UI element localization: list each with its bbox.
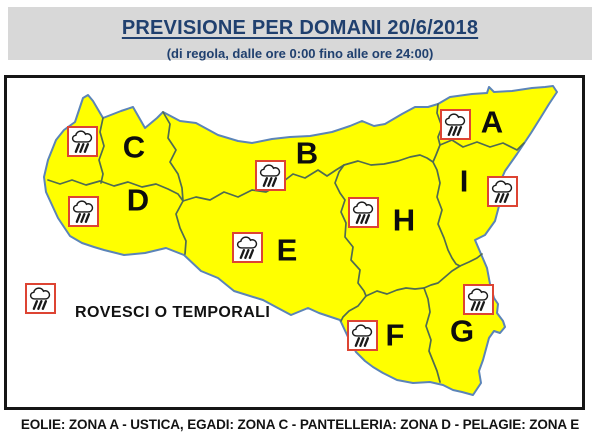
islands-note: EOLIE: ZONA A - USTICA, EGADI: ZONA C - … bbox=[20, 417, 580, 432]
border-a-i bbox=[439, 139, 525, 151]
border-f-g bbox=[423, 287, 441, 383]
zone-label-g: G bbox=[449, 313, 475, 349]
border-c-b bbox=[162, 111, 184, 202]
border-b-h bbox=[343, 154, 434, 166]
zone-label-f: F bbox=[385, 317, 405, 353]
zone-icon-g bbox=[463, 284, 494, 315]
border-d-e bbox=[175, 200, 187, 255]
storm-icon bbox=[234, 234, 261, 261]
border-d-west-spur bbox=[98, 117, 105, 184]
storm-icon bbox=[465, 286, 492, 313]
storm-icon bbox=[70, 198, 97, 225]
border-e-f bbox=[340, 295, 367, 322]
zone-label-e: E bbox=[276, 232, 298, 268]
storm-icon bbox=[350, 199, 377, 226]
storm-icon bbox=[257, 162, 284, 189]
zone-label-c: C bbox=[122, 129, 146, 165]
border-c-d bbox=[47, 179, 184, 202]
legend-icon bbox=[25, 283, 56, 314]
storm-icon bbox=[349, 322, 376, 349]
zone-icon-e bbox=[232, 232, 263, 263]
border-h-i bbox=[432, 144, 461, 267]
sicily-map-panel: A B C D E F G H I ROVESCI O TEMPORALI bbox=[4, 75, 585, 410]
zone-icon-d bbox=[68, 196, 99, 227]
border-g-i bbox=[459, 253, 483, 267]
zone-label-a: A bbox=[480, 104, 504, 140]
zone-icon-i bbox=[487, 176, 518, 207]
storm-icon bbox=[27, 285, 54, 312]
border-e-h bbox=[334, 164, 367, 297]
page-subtitle: (di regola, dalle ore 0:00 fino alle ore… bbox=[166, 46, 434, 61]
sicily-map bbox=[43, 85, 558, 396]
storm-icon bbox=[489, 178, 516, 205]
zone-icon-b bbox=[255, 160, 286, 191]
page-title: PREVISIONE PER DOMANI 20/6/2018 bbox=[121, 17, 479, 39]
zone-icon-c bbox=[67, 126, 98, 157]
border-f-h bbox=[365, 287, 425, 297]
zone-label-i: I bbox=[459, 163, 469, 199]
zone-icon-h bbox=[348, 197, 379, 228]
storm-icon bbox=[69, 128, 96, 155]
zone-label-b: B bbox=[295, 135, 319, 171]
zone-label-h: H bbox=[392, 202, 416, 238]
border-g-h bbox=[423, 265, 461, 289]
zone-label-d: D bbox=[126, 182, 150, 218]
legend-label: ROVESCI O TEMPORALI bbox=[75, 304, 271, 321]
storm-icon bbox=[442, 111, 469, 138]
zone-icon-f bbox=[347, 320, 378, 351]
zone-icon-a bbox=[440, 109, 471, 140]
title-banner: PREVISIONE PER DOMANI 20/6/2018 (di rego… bbox=[8, 7, 592, 61]
